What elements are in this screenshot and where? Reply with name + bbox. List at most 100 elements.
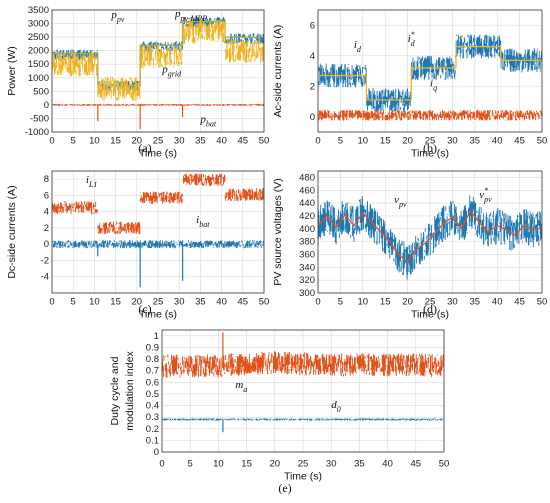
- panel-label: (c): [138, 302, 151, 316]
- x-tick-label: 5: [71, 136, 76, 147]
- y-tick-label: 0.4: [146, 401, 159, 412]
- y-tick-label: -500: [30, 113, 49, 124]
- plot-area: [52, 173, 264, 288]
- annotation-subscript: d: [357, 45, 362, 54]
- series-annotation: d0: [331, 399, 341, 414]
- y-axis-label-line: Duty cycle and: [109, 356, 121, 425]
- annotation-symbol: v: [479, 189, 484, 201]
- y-tick-label: 1000: [28, 73, 49, 84]
- annotation-symbol: p: [110, 9, 117, 21]
- x-tick-label: 50: [537, 136, 548, 147]
- series-annotation: iq: [430, 77, 437, 92]
- x-tick-label: 25: [298, 459, 309, 470]
- annotation-subscript: q: [433, 83, 437, 92]
- annotation-symbol: v: [394, 194, 399, 206]
- annotation-subscript: bat: [199, 220, 210, 229]
- panel-a: 0 5 10 15 20 25 30 35 40 45 50 -1000 -500 0 500 1000 150…: [6, 5, 269, 160]
- y-tick-label: 2000: [28, 46, 49, 57]
- x-tick-label: 50: [537, 297, 548, 308]
- annotation-symbol: p: [161, 63, 168, 75]
- x-axis-label: Time (s): [139, 309, 177, 321]
- y-tick-label: 300: [299, 288, 315, 299]
- x-tick-label: 50: [259, 297, 270, 308]
- x-tick-label: 45: [411, 459, 422, 470]
- y-tick-label: 0.9: [146, 342, 159, 353]
- plot-area: [318, 195, 542, 280]
- y-tick-label: 0.3: [146, 412, 159, 423]
- x-tick-label: 30: [447, 136, 458, 147]
- x-tick-label: 5: [71, 297, 76, 308]
- annotation-symbol: i: [408, 33, 411, 45]
- x-tick-label: 15: [380, 297, 391, 308]
- y-tick-label: 460: [299, 185, 315, 196]
- series-p_grid: [52, 19, 264, 101]
- plot-area: [318, 34, 542, 121]
- x-tick-label: 10: [358, 297, 369, 308]
- annotation-subscript: pv: [483, 195, 492, 204]
- x-tick-label: 25: [425, 136, 436, 147]
- x-tick-label: 40: [216, 136, 227, 147]
- series-band-d_0: [162, 418, 444, 421]
- annotation-symbol: d: [331, 399, 337, 411]
- series-line-v_pv*: [318, 209, 542, 264]
- x-tick-label: 35: [195, 136, 206, 147]
- x-tick-label: 10: [358, 136, 369, 147]
- y-tick-label: 3500: [28, 5, 49, 16]
- y-tick-label: 0.7: [146, 366, 159, 377]
- x-tick-label: 45: [238, 297, 249, 308]
- panel-label: (e): [278, 481, 291, 495]
- series-band-p_bat: [52, 103, 264, 106]
- x-tick-label: 15: [110, 297, 121, 308]
- series-annotation: pbat: [199, 114, 217, 129]
- panel-b: 0 5 10 15 20 25 30 35 40 45 50 0 2 4 6 Time (s) Ac-side …: [272, 9, 548, 160]
- x-axis-label: Time (s): [139, 148, 177, 160]
- y-axis-label: Duty cycle and modulation index: [109, 351, 136, 431]
- plot-frame: [51, 170, 265, 294]
- x-tick-label: 30: [174, 136, 185, 147]
- y-tick-label: 4: [310, 51, 315, 62]
- annotation-subscript: grid: [168, 69, 182, 78]
- series-annotation: id: [354, 39, 362, 54]
- annotation-subscript: pv: [116, 15, 125, 24]
- panel-label: (a): [138, 141, 151, 155]
- y-tick-label: 2: [310, 81, 315, 92]
- panel-e: 0 5 10 15 20 25 30 35 40 45 5000.10.20.30.40.50.60…: [109, 329, 450, 495]
- y-tick-label: 0: [44, 100, 49, 111]
- plot-frame: [317, 170, 543, 294]
- y-axis-label: Ac-side currents (A): [272, 25, 284, 118]
- y-tick-label: 480: [299, 172, 315, 183]
- y-tick-label: 0.2: [146, 424, 159, 435]
- x-tick-label: 40: [216, 297, 227, 308]
- x-tick-label: 15: [241, 459, 252, 470]
- annotation-symbol: i: [86, 174, 89, 186]
- annotation-subscript: d: [411, 39, 416, 48]
- y-tick-label: 440: [299, 198, 315, 209]
- x-tick-label: 25: [153, 136, 164, 147]
- x-tick-label: 40: [492, 136, 503, 147]
- y-tick-label: 0: [310, 112, 315, 123]
- x-tick-label: 5: [338, 297, 343, 308]
- y-axis-label-line: modulation index: [124, 351, 136, 431]
- y-axis-label: PV source voltages (V): [272, 178, 284, 285]
- annotation-subscript: 0: [337, 405, 341, 414]
- x-tick-label: 35: [195, 297, 206, 308]
- annotation-superscript: *: [484, 186, 488, 195]
- series-annotation: ppv-MPP: [174, 8, 207, 23]
- x-tick-label: 0: [159, 459, 164, 470]
- series-i_bat: [52, 240, 264, 288]
- series-annotation: iL1: [86, 174, 98, 189]
- x-tick-label: 20: [132, 297, 143, 308]
- x-tick-label: 15: [110, 136, 121, 147]
- series-annotation: v* pv: [479, 186, 492, 204]
- series-annotation: ibat: [196, 214, 210, 229]
- y-tick-label: 0: [154, 447, 159, 458]
- series-v_pv*: [318, 209, 542, 264]
- x-tick-label: 50: [439, 459, 450, 470]
- y-tick-label: 6: [44, 190, 49, 201]
- series-i_q: [318, 109, 542, 121]
- y-tick-label: -2: [41, 255, 49, 266]
- x-tick-label: 5: [338, 136, 343, 147]
- series-band-i_L1: [52, 173, 264, 235]
- x-axis-label: Time (s): [411, 148, 449, 160]
- series-annotation: i* d: [408, 30, 416, 48]
